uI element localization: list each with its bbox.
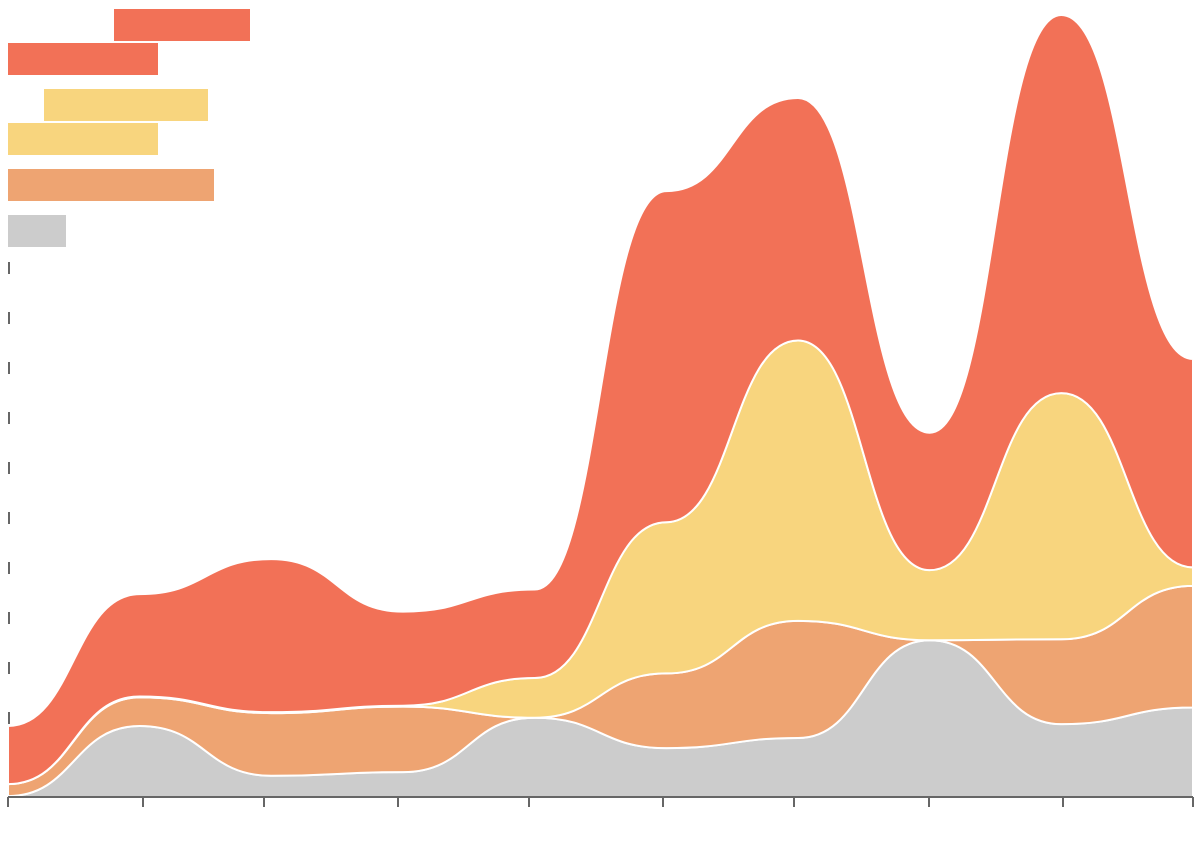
x-axis (7, 796, 1194, 807)
legend-bar-1 (114, 9, 250, 41)
legend-bar-5 (8, 169, 214, 201)
stream-layer-orange (7, 13, 1194, 786)
legend (8, 9, 250, 247)
legend-bar-6 (8, 215, 66, 247)
legend-bar-2 (8, 43, 158, 75)
stream-layers (7, 13, 1194, 799)
legend-bar-3 (44, 89, 208, 121)
legend-bar-4 (8, 123, 158, 155)
